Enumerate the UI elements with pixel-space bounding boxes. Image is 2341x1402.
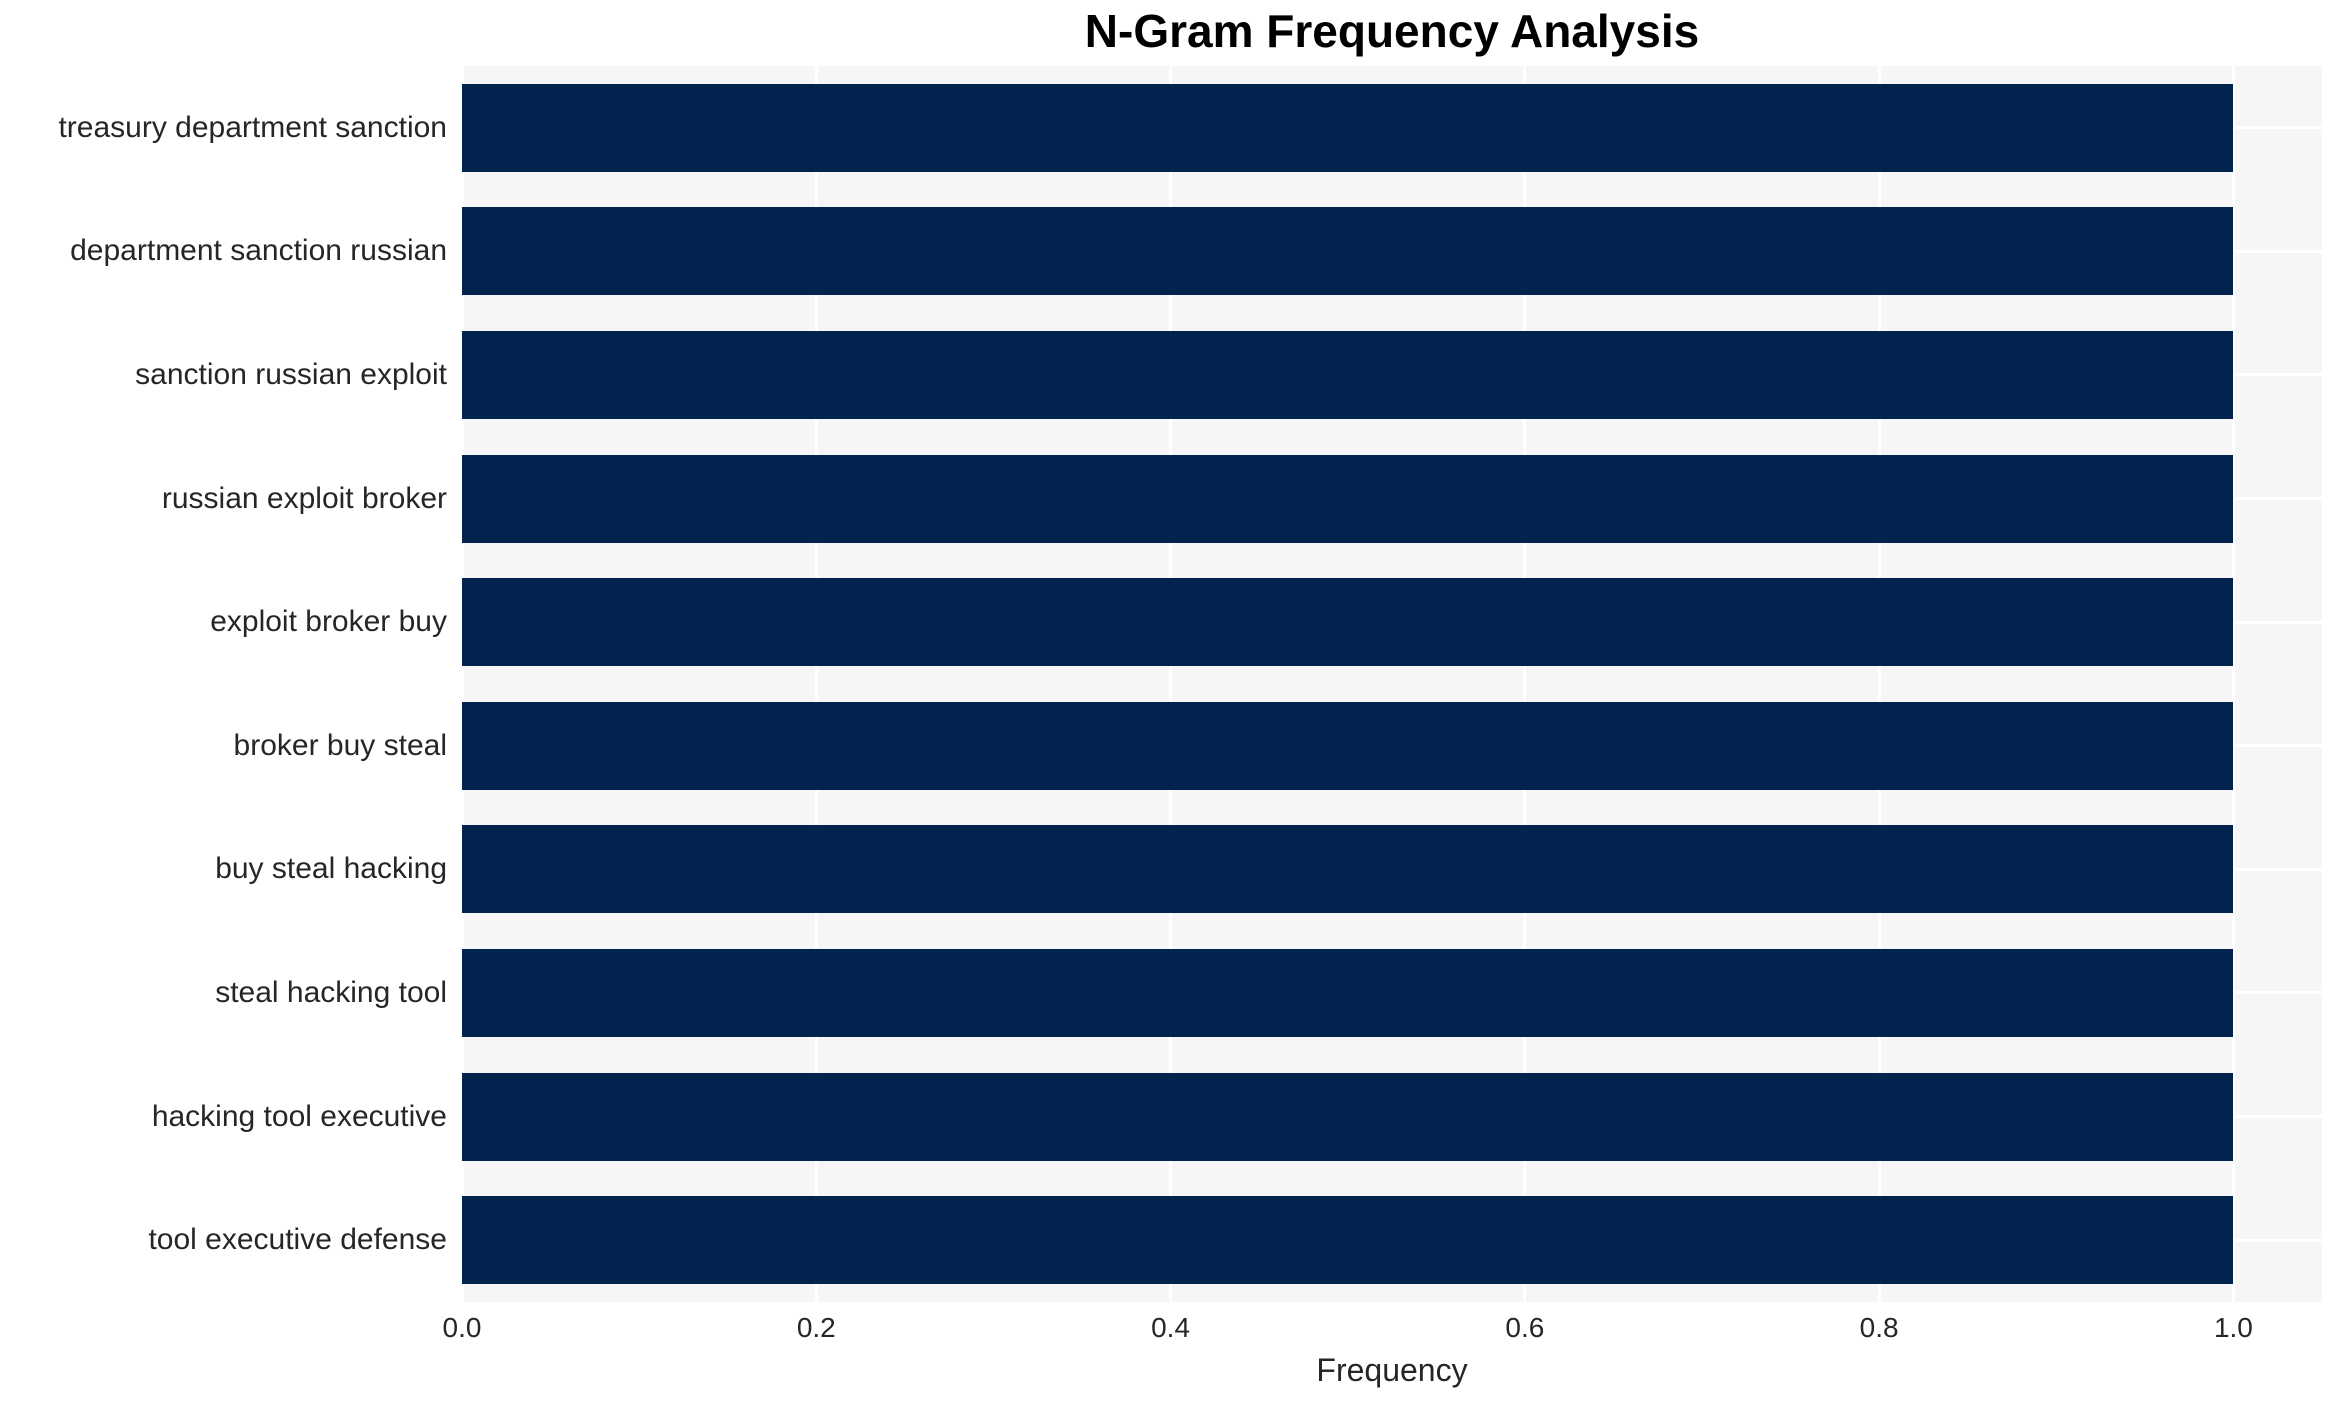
- y-axis-label: steal hacking tool: [215, 975, 447, 1009]
- vertical-gridline: [1877, 66, 1881, 1302]
- bar-row: [462, 578, 2322, 667]
- bar-row: [462, 825, 2322, 914]
- y-axis-label: tool executive defense: [148, 1223, 447, 1257]
- x-tick-label: 1.0: [2213, 1312, 2253, 1343]
- bar-row: [462, 701, 2322, 790]
- bar-broker-buy-steal: [462, 701, 2234, 790]
- x-axis-title: Frequency: [1316, 1352, 1468, 1388]
- y-axis-label: broker buy steal: [233, 728, 447, 762]
- chart-title: N-Gram Frequency Analysis: [1084, 5, 1700, 57]
- bar-treasury-department-sanction: [462, 83, 2234, 172]
- bar-row: [462, 948, 2322, 1037]
- y-axis-label: treasury department sanction: [58, 110, 447, 144]
- vertical-gridline: [460, 66, 464, 1302]
- y-axis-labels: treasury department sanction department …: [0, 66, 447, 1302]
- bar-tool-executive-defense: [462, 1196, 2234, 1285]
- bar-sanction-russian-exploit: [462, 330, 2234, 419]
- y-axis-label: exploit broker buy: [210, 605, 447, 639]
- x-tick-label: 0.4: [1151, 1312, 1191, 1343]
- x-tick-label: 0.2: [796, 1312, 836, 1343]
- bar-russian-exploit-broker: [462, 454, 2234, 543]
- bar-row: [462, 207, 2322, 296]
- y-axis-label: russian exploit broker: [161, 481, 447, 515]
- vertical-gridline: [814, 66, 818, 1302]
- bar-department-sanction-russian: [462, 207, 2234, 296]
- bar-exploit-broker-buy: [462, 578, 2234, 667]
- x-axis-ticks: 0.0 0.2 0.4 0.6 0.8 1.0: [443, 1312, 2322, 1348]
- bar-row: [462, 330, 2322, 419]
- y-axis-label: department sanction russian: [70, 234, 447, 268]
- x-tick-label: 0.8: [1859, 1312, 1899, 1343]
- bar-buy-steal-hacking: [462, 825, 2234, 914]
- vertical-gridline: [1169, 66, 1173, 1302]
- bar-row: [462, 83, 2322, 172]
- bar-steal-hacking-tool: [462, 948, 2234, 1037]
- bar-rows: [462, 66, 2322, 1302]
- x-tick-label: 0.0: [442, 1312, 482, 1343]
- y-axis-label: hacking tool executive: [151, 1099, 447, 1133]
- vertical-gridline: [2231, 66, 2235, 1302]
- x-tick-label: 0.6: [1505, 1312, 1545, 1343]
- bar-row: [462, 1196, 2322, 1285]
- bar-row: [462, 1072, 2322, 1161]
- bar-row: [462, 454, 2322, 543]
- bar-hacking-tool-executive: [462, 1072, 2234, 1161]
- y-axis-label: buy steal hacking: [215, 852, 447, 886]
- y-axis-label: sanction russian exploit: [135, 357, 447, 391]
- vertical-gridline: [1523, 66, 1527, 1302]
- plot-area: [460, 66, 2322, 1302]
